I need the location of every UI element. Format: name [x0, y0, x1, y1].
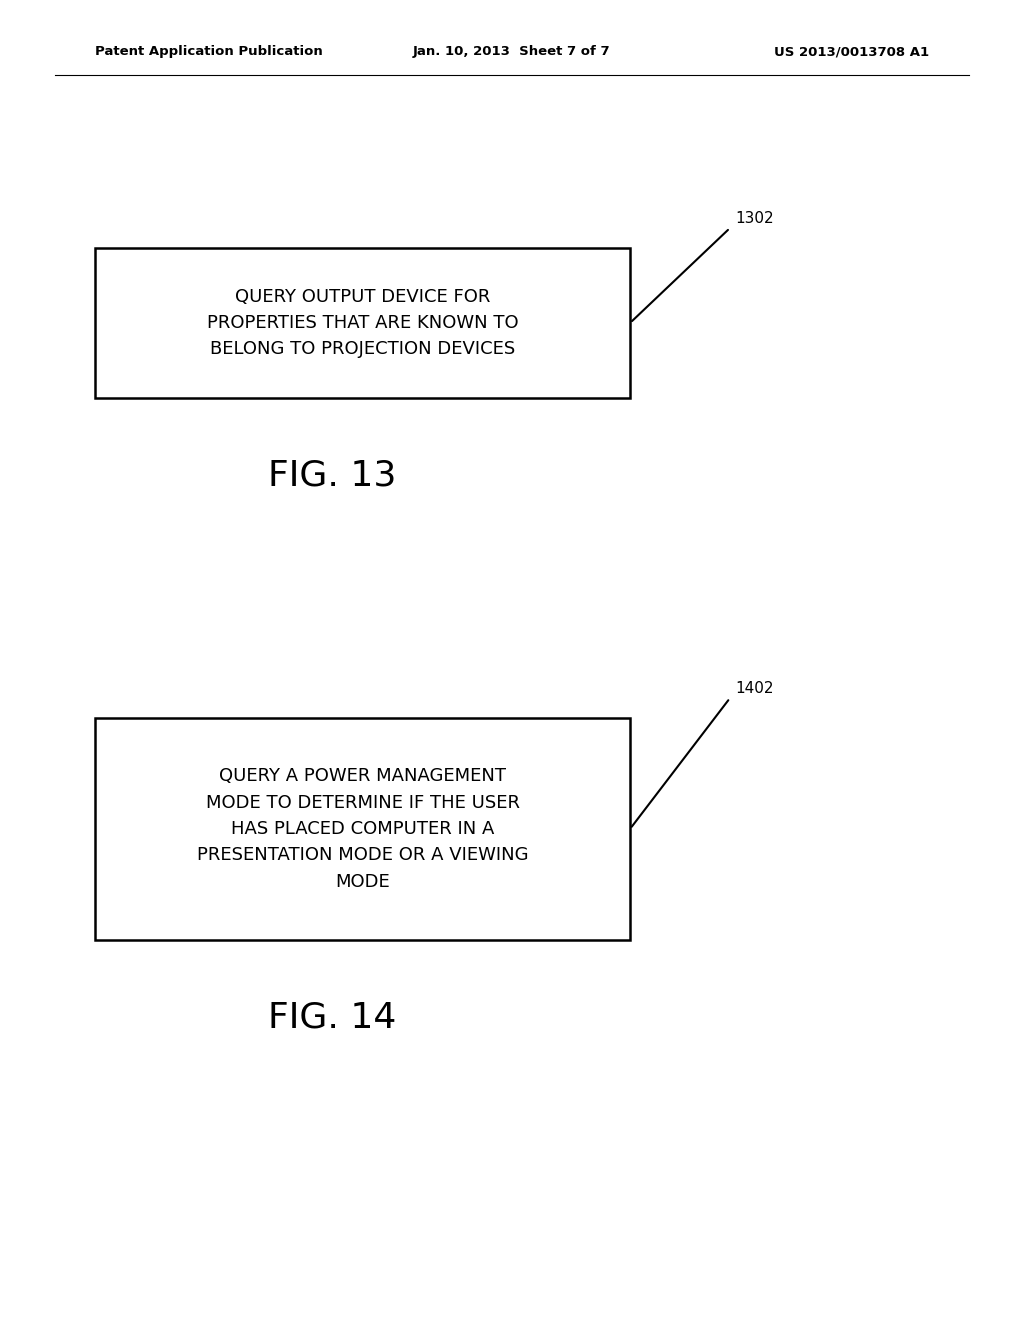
Text: US 2013/0013708 A1: US 2013/0013708 A1 — [774, 45, 929, 58]
Text: Patent Application Publication: Patent Application Publication — [95, 45, 323, 58]
Text: Jan. 10, 2013  Sheet 7 of 7: Jan. 10, 2013 Sheet 7 of 7 — [414, 45, 610, 58]
Text: FIG. 14: FIG. 14 — [268, 1001, 396, 1034]
Bar — [95, 248, 630, 399]
Text: QUERY OUTPUT DEVICE FOR
PROPERTIES THAT ARE KNOWN TO
BELONG TO PROJECTION DEVICE: QUERY OUTPUT DEVICE FOR PROPERTIES THAT … — [207, 288, 518, 359]
Text: 1402: 1402 — [735, 681, 773, 696]
Text: FIG. 13: FIG. 13 — [268, 458, 396, 492]
Text: QUERY A POWER MANAGEMENT
MODE TO DETERMINE IF THE USER
HAS PLACED COMPUTER IN A
: QUERY A POWER MANAGEMENT MODE TO DETERMI… — [197, 767, 528, 891]
Text: 1302: 1302 — [735, 211, 773, 226]
Bar — [95, 718, 630, 940]
